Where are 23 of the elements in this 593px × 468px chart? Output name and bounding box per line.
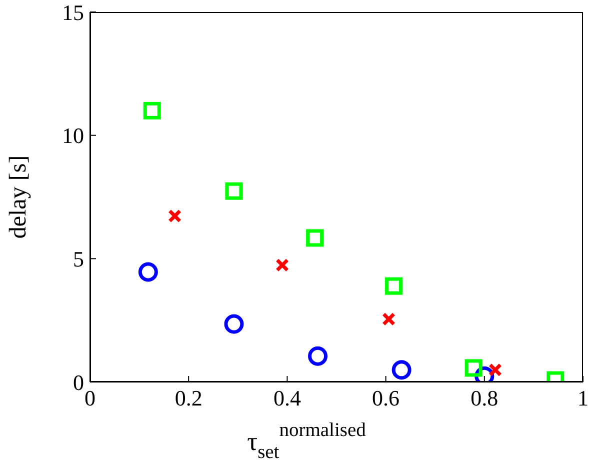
point bbox=[306, 229, 324, 247]
point bbox=[224, 314, 244, 334]
point bbox=[276, 258, 290, 272]
point bbox=[464, 359, 482, 377]
point bbox=[143, 102, 161, 120]
y-tick-label: 0 bbox=[73, 370, 84, 395]
point bbox=[168, 209, 182, 223]
x-tick-label: 0.4 bbox=[273, 386, 301, 411]
point bbox=[308, 346, 328, 366]
point bbox=[138, 262, 158, 282]
point bbox=[488, 363, 502, 377]
y-tick-label: 15 bbox=[62, 0, 84, 25]
x-tick-label: 1 bbox=[578, 386, 588, 411]
x-tick-label: 0.8 bbox=[470, 386, 498, 411]
point bbox=[225, 182, 243, 200]
point bbox=[392, 360, 412, 380]
point bbox=[384, 277, 402, 295]
x-tick-label: 0.2 bbox=[174, 386, 202, 411]
y-tick-label: 5 bbox=[73, 246, 84, 272]
y-tick-label: 10 bbox=[62, 123, 84, 148]
y-axis-title: delay [s] bbox=[6, 155, 32, 239]
x-tick-label: 0.6 bbox=[372, 386, 400, 411]
point bbox=[382, 312, 396, 326]
